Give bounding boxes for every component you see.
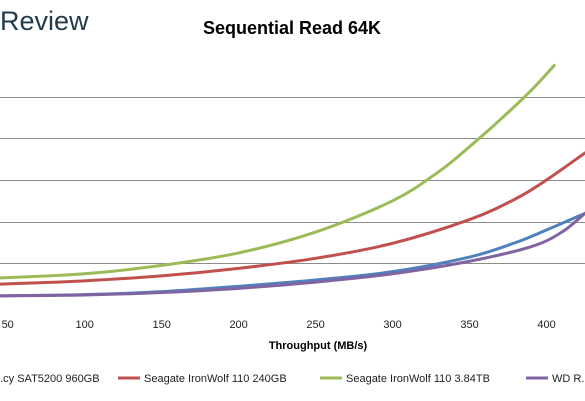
x-tick-label: 200 bbox=[229, 319, 247, 331]
legend-label-1: ...cy SAT5200 960GB bbox=[0, 373, 100, 385]
legend-label-2: Seagate IronWolf 110 240GB bbox=[144, 373, 287, 385]
x-tick-label: 50 bbox=[2, 319, 14, 331]
series-line-3 bbox=[0, 63, 556, 280]
x-tick-label: 300 bbox=[383, 319, 401, 331]
x-tick-label: 100 bbox=[75, 319, 93, 331]
gridlines bbox=[0, 97, 585, 264]
series-line-4 bbox=[0, 211, 585, 298]
x-axis-ticks: 50 100 150 200 250 300 350 400 bbox=[2, 319, 556, 331]
legend-label-3: Seagate IronWolf 110 3.84TB bbox=[346, 373, 490, 385]
series-line-2 bbox=[0, 151, 585, 286]
x-axis-label: Throughput (MB/s) bbox=[269, 340, 368, 352]
series-lines bbox=[0, 63, 585, 298]
x-tick-label: 250 bbox=[306, 319, 324, 331]
x-tick-label: 150 bbox=[152, 319, 170, 331]
legend-label-4: WD R... bbox=[552, 373, 585, 385]
legend: ...cy SAT5200 960GB Seagate IronWolf 110 … bbox=[0, 373, 585, 385]
x-tick-label: 350 bbox=[460, 319, 478, 331]
brand-logo-text: Review bbox=[0, 6, 89, 36]
x-tick-label: 400 bbox=[537, 319, 555, 331]
chart-title: Sequential Read 64K bbox=[203, 18, 381, 38]
